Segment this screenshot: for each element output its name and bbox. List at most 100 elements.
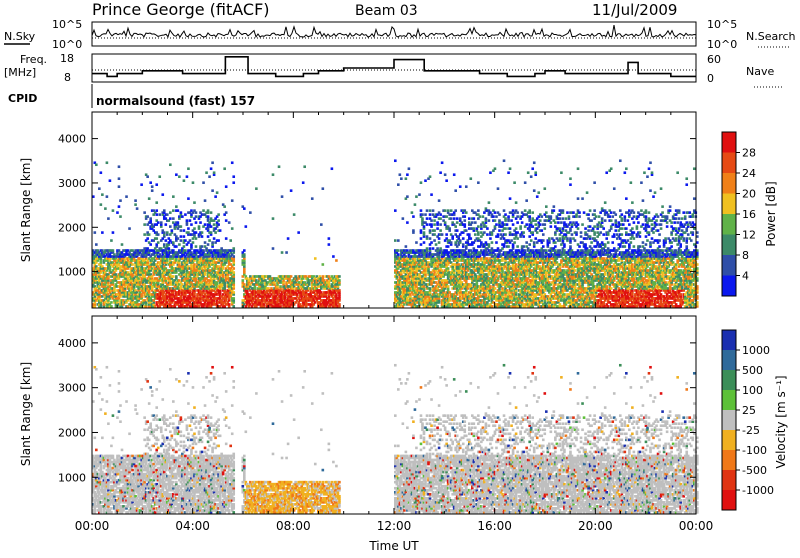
power-cell	[207, 243, 210, 246]
power-cell	[420, 209, 423, 212]
power-cell	[426, 217, 429, 220]
power-cell	[495, 241, 498, 244]
power-cell	[128, 227, 131, 230]
power-cell	[459, 217, 462, 220]
power-cell	[118, 165, 121, 168]
power-cell	[423, 231, 426, 234]
power-cell	[414, 203, 417, 206]
power-cell	[430, 219, 433, 222]
power-cell	[232, 291, 235, 294]
power-cell	[228, 303, 231, 306]
power-cell	[397, 253, 400, 256]
power-cell	[477, 209, 480, 212]
power-cell	[421, 217, 424, 220]
power-cell	[184, 249, 187, 252]
power-cell	[202, 209, 205, 212]
power-cell	[211, 189, 214, 192]
power-cell	[157, 233, 160, 236]
power-cell	[107, 217, 110, 220]
power-cell	[195, 211, 198, 214]
power-cell	[180, 211, 183, 214]
power-cell	[405, 245, 408, 248]
power-cell	[172, 195, 175, 198]
power-cell	[433, 239, 436, 242]
power-cell	[322, 187, 325, 190]
power-cell	[491, 241, 494, 244]
power-cell	[232, 297, 235, 300]
power-cell	[470, 177, 473, 180]
power-cell	[143, 233, 146, 236]
power-cell	[402, 217, 405, 220]
power-cell	[488, 219, 491, 222]
power-cell	[217, 213, 220, 216]
power-cell	[435, 243, 438, 246]
power-cell	[169, 217, 172, 220]
power-cell	[241, 279, 244, 282]
power-cell	[394, 209, 397, 212]
power-cell	[169, 211, 172, 214]
power-cell	[210, 231, 213, 234]
noise-left-label: N.Sky	[4, 30, 36, 43]
noise-trace	[92, 25, 696, 38]
power-cell	[439, 171, 442, 174]
power-cell	[172, 209, 175, 212]
power-cell	[420, 237, 423, 240]
power-cell	[433, 233, 436, 236]
power-cell	[462, 237, 465, 240]
power-cell	[134, 203, 137, 206]
power-cell	[439, 217, 442, 220]
power-cell	[412, 215, 415, 218]
power-cell	[474, 221, 477, 224]
power-cell	[473, 217, 476, 220]
freq-right-tick-bottom: 0	[707, 72, 714, 85]
power-cell	[426, 223, 429, 226]
power-cell	[394, 159, 397, 162]
power-cell	[429, 213, 432, 216]
power-cell	[430, 241, 433, 244]
power-cell	[112, 231, 115, 234]
power-cell	[491, 305, 494, 308]
power-cell	[465, 211, 468, 214]
power-cell	[278, 165, 281, 168]
power-cell	[439, 213, 442, 216]
power-cell	[166, 231, 169, 234]
power-cell	[204, 223, 207, 226]
power-cell	[243, 253, 246, 256]
power-cell	[439, 229, 442, 232]
power-cell	[223, 205, 226, 208]
power-cell	[177, 221, 180, 224]
power-cell	[429, 209, 432, 212]
power-cell	[148, 197, 151, 200]
power-cell	[486, 233, 489, 236]
power-cell	[216, 191, 219, 194]
power-cell	[110, 305, 113, 308]
power-cell	[436, 305, 439, 308]
noise-panel: N.Sky 10^5 10^0 10^5 10^0 N.Search	[4, 18, 796, 51]
power-cell	[430, 193, 433, 196]
power-cell	[160, 221, 163, 224]
power-cell	[180, 235, 183, 238]
power-cell	[338, 279, 341, 282]
power-cell	[228, 221, 231, 224]
power-cell	[494, 211, 497, 214]
power-cell	[186, 175, 189, 178]
power-cell	[189, 219, 192, 222]
power-cell	[424, 213, 427, 216]
frequency-panel: Freq. [MHz] 18 8 60 0 Nave	[4, 52, 782, 87]
power-cell	[118, 205, 121, 208]
power-cell	[225, 185, 228, 188]
power-cell	[290, 275, 293, 278]
power-cell	[164, 239, 167, 242]
power-cell	[444, 173, 447, 176]
power-cell	[426, 235, 429, 238]
power-cell	[463, 215, 466, 218]
power-cell	[192, 181, 195, 184]
power-cell	[494, 219, 497, 222]
power-cell	[447, 285, 450, 288]
power-cell	[456, 217, 459, 220]
power-cell	[155, 213, 158, 216]
power-cell	[204, 199, 207, 202]
power-cell	[119, 215, 122, 218]
power-cell	[201, 235, 204, 238]
freq-left-tick-bottom: 8	[64, 71, 71, 84]
